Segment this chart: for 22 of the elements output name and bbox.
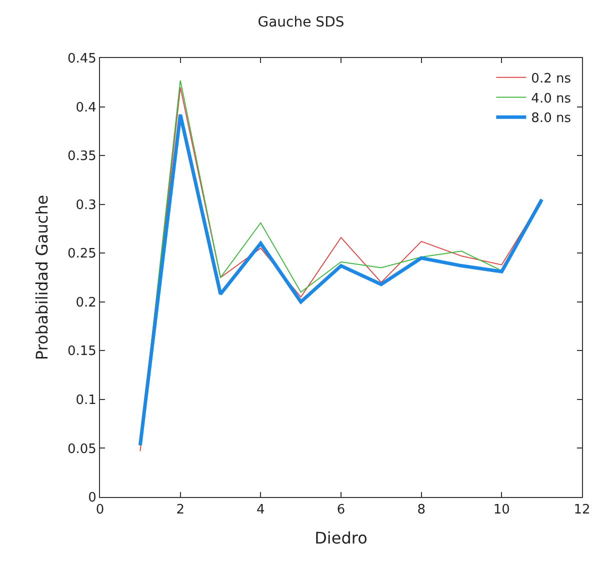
y-tick-label: 0.3: [76, 198, 96, 213]
y-tick-label: 0.45: [67, 52, 96, 67]
y-tick-label: 0.25: [67, 246, 96, 262]
x-tick-label: 8: [417, 502, 426, 518]
y-tick-label: 0.2: [76, 295, 96, 310]
y-tick-label: 0.4: [76, 100, 96, 116]
chart-title: Gauche SDS: [258, 14, 344, 31]
y-tick-label: 0.1: [76, 392, 96, 408]
x-axis-title: Diedro: [314, 528, 368, 548]
x-tick-label: 10: [493, 502, 510, 518]
x-tick-label: 6: [336, 502, 346, 518]
x-tick-label: 2: [176, 502, 184, 518]
y-tick-label: 0.35: [67, 149, 96, 164]
legend-label: 8.0 ns: [531, 111, 572, 126]
y-tick-label: 0.15: [67, 344, 96, 360]
legend-label: 4.0 ns: [531, 91, 572, 106]
x-tick-label: 4: [256, 502, 265, 518]
y-tick-label: 0.05: [67, 442, 96, 457]
y-axis-title: Probabilidad Gauche: [32, 194, 52, 360]
x-tick-label: 12: [574, 502, 590, 518]
legend-label: 0.2 ns: [531, 71, 572, 86]
y-tick-label: 0: [88, 490, 96, 506]
